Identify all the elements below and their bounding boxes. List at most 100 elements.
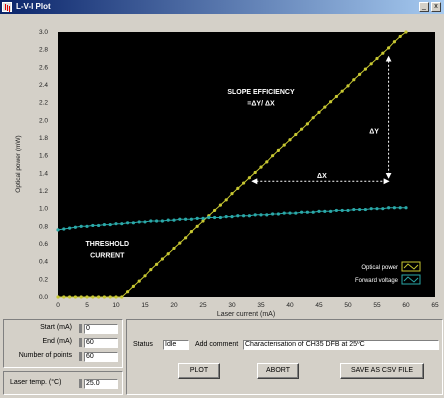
forward-voltage-point — [73, 225, 77, 229]
forward-voltage-point — [97, 223, 101, 228]
optical-power-point — [381, 51, 385, 55]
x-tick-label: 50 — [344, 302, 352, 309]
forward-voltage-point — [288, 211, 292, 215]
temp-spinner[interactable] — [79, 379, 82, 388]
y-tick-label: 2.8 — [39, 47, 48, 54]
optical-power-point — [265, 160, 269, 164]
y-tick-label: 1.0 — [39, 206, 48, 213]
forward-voltage-point — [392, 206, 396, 210]
start-spinner[interactable] — [79, 324, 82, 333]
forward-voltage-point — [253, 213, 257, 217]
optical-power-point — [126, 290, 130, 294]
forward-voltage-point — [294, 211, 298, 215]
legend-marker — [403, 263, 419, 270]
optical-power-point — [288, 138, 292, 142]
forward-voltage-point — [259, 213, 263, 217]
optical-power-point — [201, 219, 205, 223]
start-label: Start (mA) — [40, 324, 72, 331]
optical-power-point — [155, 262, 159, 266]
optical-power-point — [189, 230, 193, 234]
end-spinner[interactable] — [79, 338, 82, 347]
close-button[interactable]: x — [431, 2, 441, 12]
optical-power-point — [329, 100, 333, 104]
y-tick-label: 2.0 — [39, 117, 48, 124]
forward-voltage-point — [120, 222, 124, 226]
points-input[interactable]: 60 — [84, 352, 118, 362]
forward-voltage-point — [102, 222, 106, 227]
slope-formula-label: =ΔY/ ΔX — [247, 100, 275, 107]
start-input[interactable]: 0 — [84, 324, 118, 334]
status-field: Idle — [163, 340, 189, 350]
optical-power-point — [172, 246, 176, 251]
optical-power-point — [276, 148, 280, 152]
forward-voltage-point — [195, 216, 199, 220]
optical-power-point — [68, 295, 72, 299]
forward-voltage-point — [340, 208, 344, 213]
comment-input[interactable]: Characterisation of CH35 DFB at 25ºC — [243, 340, 439, 350]
x-tick-label: 60 — [402, 302, 410, 309]
optical-power-point — [346, 84, 350, 88]
x-tick-label: 0 — [56, 302, 60, 309]
optical-power-point — [213, 208, 217, 213]
optical-power-point — [114, 295, 118, 299]
plot-button[interactable]: PLOT — [178, 363, 220, 379]
optical-power-point — [120, 295, 124, 299]
x-tick-label: 10 — [112, 302, 120, 309]
optical-power-point — [131, 284, 135, 288]
x-tick-label: 65 — [431, 302, 439, 309]
x-tick-label: 30 — [228, 302, 236, 309]
optical-power-point — [311, 116, 315, 120]
optical-power-point — [300, 127, 304, 131]
forward-voltage-point — [184, 217, 188, 221]
minimize-button[interactable]: _ — [419, 2, 429, 12]
forward-voltage-point — [224, 215, 228, 219]
optical-power-point — [178, 241, 182, 245]
optical-power-point — [218, 203, 222, 207]
optical-power-point — [375, 56, 379, 61]
y-tick-label: 0.8 — [39, 223, 48, 230]
forward-voltage-point — [317, 209, 321, 213]
y-tick-label: 1.6 — [39, 153, 48, 160]
forward-voltage-point — [149, 219, 153, 223]
x-tick-label: 5 — [85, 302, 89, 309]
y-tick-label: 2.2 — [39, 100, 48, 107]
optical-power-point — [369, 62, 373, 66]
forward-voltage-point — [282, 211, 286, 215]
points-spinner[interactable] — [79, 352, 82, 361]
lvi-chart: 0.0 0.2 0.4 0.6 0.8 1.0 1.2 1.4 1.6 1.8 2.0 2.2 2.4 2… — [15, 29, 439, 318]
forward-voltage-point — [323, 209, 327, 213]
forward-voltage-point — [242, 214, 246, 218]
forward-voltage-point — [79, 224, 83, 228]
sweep-settings-panel: Start (mA) 0 End (mA) 60 Number of point… — [3, 319, 123, 368]
y-tick-label: 3.0 — [39, 29, 48, 36]
temperature-panel: Laser temp. (°C) 25.0 — [3, 371, 123, 395]
optical-power-point — [73, 295, 77, 299]
forward-voltage-point — [247, 214, 251, 218]
app-icon — [2, 2, 12, 12]
forward-voltage-point — [160, 219, 164, 223]
y-tick-label: 1.4 — [39, 170, 48, 177]
y-tick-label: 0.4 — [39, 259, 48, 266]
end-input[interactable]: 60 — [84, 338, 118, 348]
forward-voltage-point — [137, 220, 141, 224]
temp-input[interactable]: 25.0 — [84, 379, 118, 389]
abort-button[interactable]: ABORT — [257, 363, 299, 379]
forward-voltage-point — [387, 206, 391, 210]
optical-power-point — [247, 176, 251, 180]
optical-power-point — [62, 295, 66, 299]
legend-swatch — [401, 261, 421, 272]
optical-power-point — [143, 274, 147, 278]
forward-voltage-point — [230, 215, 234, 219]
forward-voltage-point — [398, 206, 402, 210]
forward-voltage-point — [311, 210, 315, 214]
optical-power-point — [352, 78, 356, 82]
legend-label: Forward voltage — [355, 278, 399, 284]
y-tick-label: 0.6 — [39, 241, 48, 248]
forward-voltage-point — [178, 217, 182, 221]
x-tick-label: 25 — [199, 302, 207, 309]
forward-voltage-point — [363, 207, 367, 212]
optical-power-point — [363, 67, 367, 71]
threshold-label-2: CURRENT — [90, 252, 125, 259]
optical-power-point — [97, 295, 101, 299]
save-csv-button[interactable]: SAVE AS CSV FILE — [340, 363, 424, 379]
